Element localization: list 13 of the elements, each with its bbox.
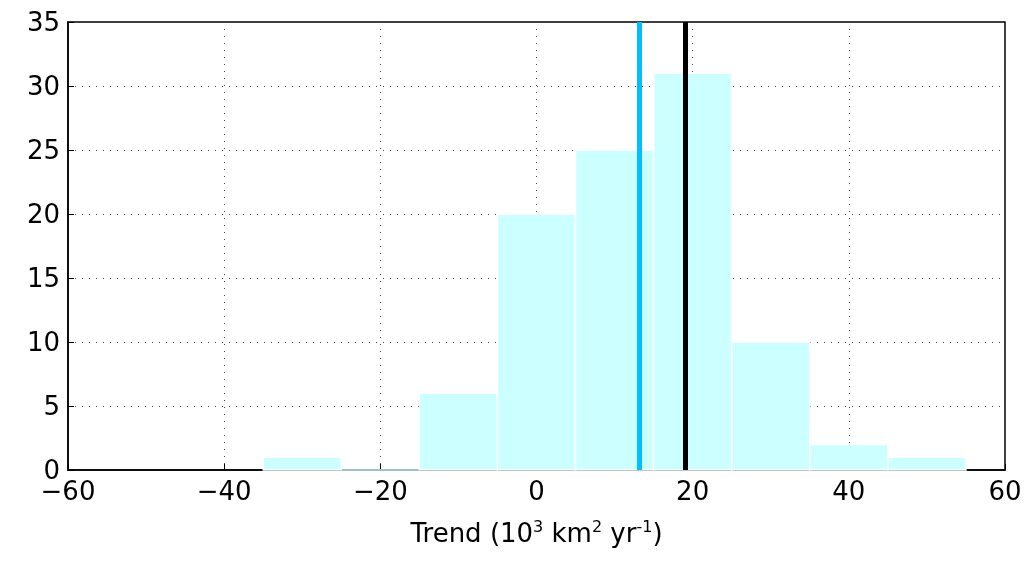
- x-tick-label: 20: [676, 476, 710, 506]
- y-tick-label: 35: [26, 7, 60, 37]
- y-tick-label: 5: [43, 391, 60, 421]
- x-tick-label: 40: [832, 476, 866, 506]
- y-tick-label: 30: [26, 71, 60, 101]
- x-tick-label: 0: [528, 476, 545, 506]
- y-tick-label: 15: [26, 263, 60, 293]
- x-tick-label: 60: [988, 476, 1022, 506]
- y-tick-label: 20: [26, 199, 60, 229]
- x-tick-label: −40: [196, 476, 252, 506]
- y-tick-label: 25: [26, 135, 60, 165]
- x-tick-label: −20: [352, 476, 408, 506]
- y-tick-label: 10: [26, 327, 60, 357]
